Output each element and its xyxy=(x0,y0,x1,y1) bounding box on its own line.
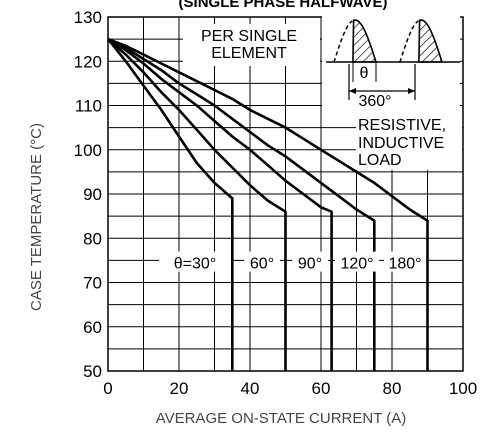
series-label-bg xyxy=(292,251,328,272)
series-label: 120° xyxy=(340,256,373,273)
series-line xyxy=(107,37,376,371)
x-tick-label: 60 xyxy=(312,379,331,398)
x-tick-labels: 0 20 40 60 80 100 xyxy=(103,379,477,398)
period-arrow-right xyxy=(408,88,415,94)
series-label: θ=30° xyxy=(174,256,216,273)
y-tick-label: 90 xyxy=(83,185,102,204)
x-tick-label: 20 xyxy=(170,379,189,398)
waveform-conduction xyxy=(418,19,444,63)
y-tick-label: 70 xyxy=(83,274,102,293)
series-label: 180° xyxy=(388,256,421,273)
waveform-inset xyxy=(326,19,460,100)
series-line xyxy=(106,38,234,371)
y-axis-title: CASE TEMPERATURE (°C) xyxy=(28,123,45,311)
waveform-dashed xyxy=(333,20,353,63)
period-arrow-left xyxy=(349,88,356,94)
series-labels: θ=30° 60° 90° 120° 180° xyxy=(159,251,426,273)
y-tick-label: 80 xyxy=(83,229,102,248)
series-label-bg xyxy=(244,251,280,272)
y-tick-label: 110 xyxy=(75,97,102,116)
series-label: 60° xyxy=(250,256,274,273)
y-tick-label: 60 xyxy=(83,318,102,337)
waveform-conduction xyxy=(352,19,378,63)
y-tick-label: 130 xyxy=(74,8,102,27)
y-tick-label: 120 xyxy=(74,52,102,71)
x-tick-label: 0 xyxy=(103,379,112,398)
waveform-inset-bg xyxy=(322,14,460,119)
series-label-bg xyxy=(335,251,379,272)
load-label-2: INDUCTIVE xyxy=(358,135,444,152)
theta-label: θ xyxy=(360,65,369,82)
per-element-label: PER SINGLE xyxy=(201,28,297,45)
series-line xyxy=(107,37,429,371)
y-tick-labels: 50 60 70 80 90 100 110 120 130 xyxy=(74,8,102,381)
per-element-line-2: ELEMENT xyxy=(211,45,287,62)
x-tick-label: 40 xyxy=(241,379,260,398)
per-element-box xyxy=(183,24,320,66)
load-label-3: LOAD xyxy=(358,152,402,169)
y-tick-label: 100 xyxy=(74,141,102,160)
series-line xyxy=(107,38,287,371)
load-label-1: RESISTIVE, xyxy=(358,117,446,134)
x-tick-label: 80 xyxy=(383,379,402,398)
x-axis-title: AVERAGE ON-STATE CURRENT (A) xyxy=(156,410,407,427)
period-label: 360° xyxy=(358,93,391,110)
series-line xyxy=(107,37,333,371)
y-tick-label: 50 xyxy=(83,362,102,381)
curves xyxy=(106,37,429,371)
series-label: 90° xyxy=(298,256,322,273)
chart-title: (SINGLE PHASE HALFWAVE) xyxy=(179,0,388,11)
per-element-line-1: PER SINGLE xyxy=(201,28,297,45)
per-element-label-2: ELEMENT xyxy=(211,45,287,62)
series-label-bg xyxy=(384,251,426,272)
waveform-dashed xyxy=(399,20,419,63)
load-box xyxy=(356,114,462,170)
series-label-bg xyxy=(159,251,231,272)
x-tick-label: 100 xyxy=(449,379,477,398)
